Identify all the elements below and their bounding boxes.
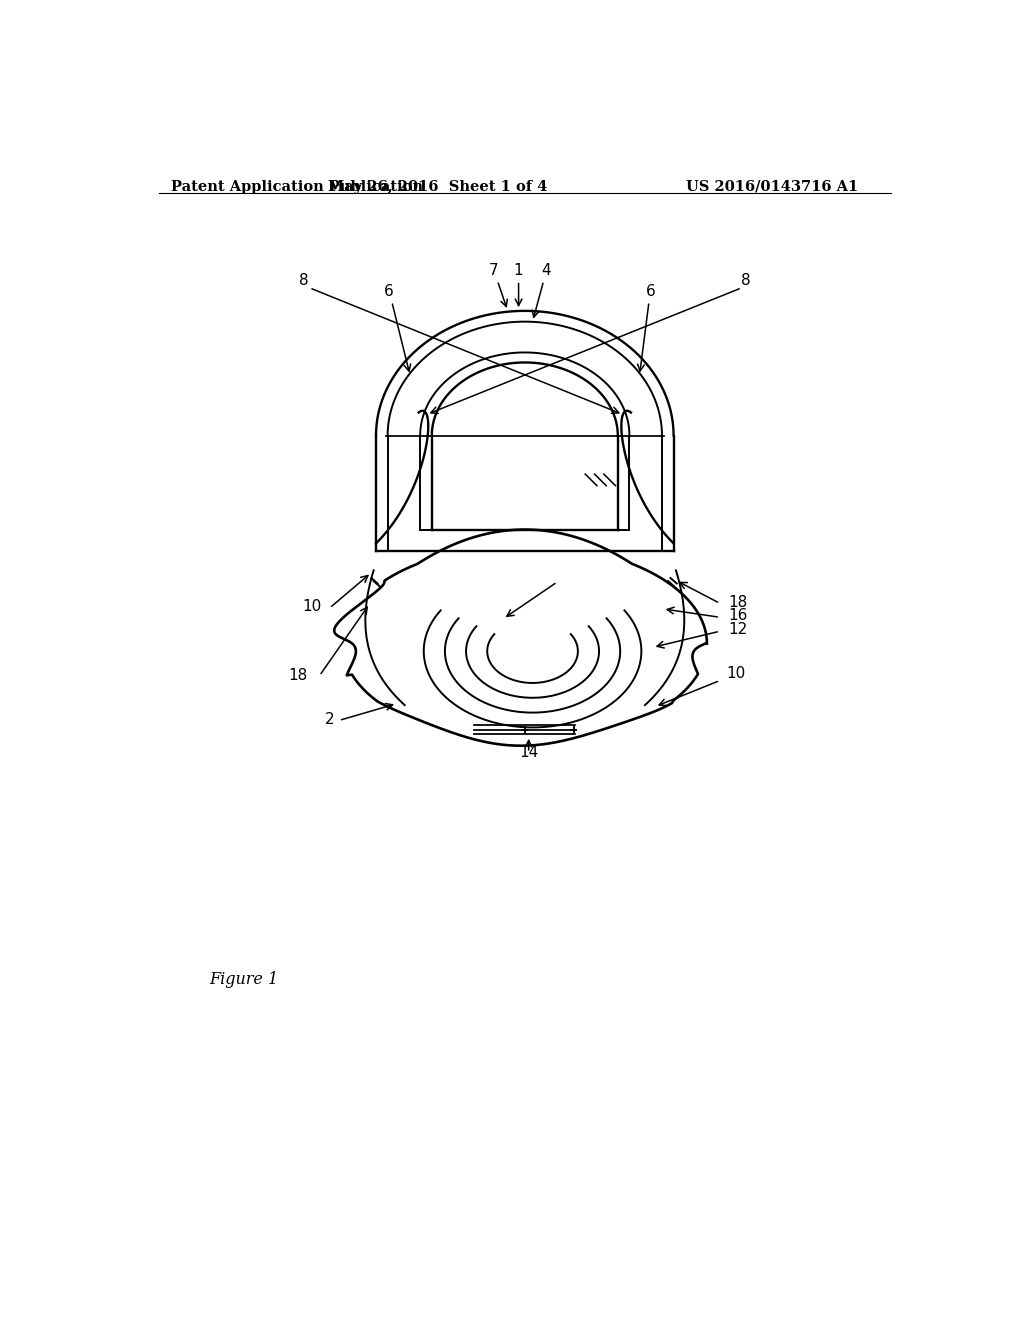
Text: May 26, 2016  Sheet 1 of 4: May 26, 2016 Sheet 1 of 4 — [329, 180, 548, 194]
Text: Figure 1: Figure 1 — [209, 970, 279, 987]
Text: 10: 10 — [302, 599, 322, 614]
Text: 2: 2 — [325, 713, 334, 727]
Text: 14: 14 — [519, 746, 539, 760]
Text: 1: 1 — [514, 263, 523, 306]
Text: Patent Application Publication: Patent Application Publication — [171, 180, 423, 194]
Text: US 2016/0143716 A1: US 2016/0143716 A1 — [686, 180, 858, 194]
Text: 8: 8 — [740, 273, 751, 289]
Text: 12: 12 — [728, 622, 748, 638]
Text: 10: 10 — [726, 667, 745, 681]
Text: 8: 8 — [299, 273, 309, 289]
Text: 18: 18 — [289, 668, 308, 684]
Text: 6: 6 — [384, 284, 411, 371]
Text: 18: 18 — [728, 594, 748, 610]
Text: 7: 7 — [489, 263, 507, 306]
Text: 4: 4 — [532, 263, 551, 317]
Text: 6: 6 — [638, 284, 655, 371]
Text: 16: 16 — [728, 609, 748, 623]
